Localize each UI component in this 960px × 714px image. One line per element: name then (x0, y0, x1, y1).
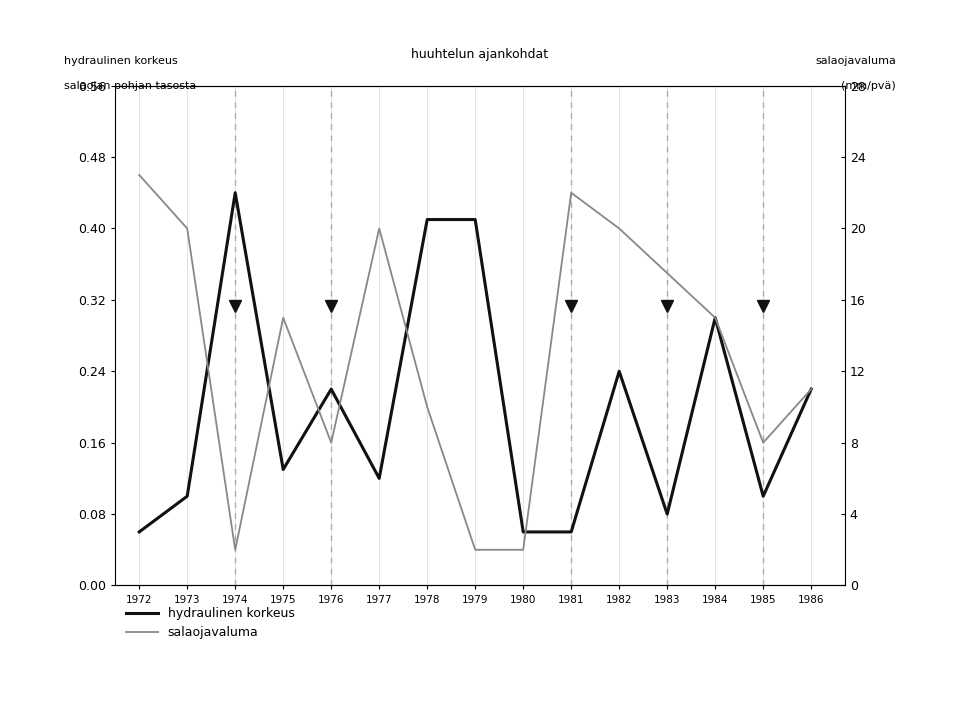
Text: hydraulinen korkeus: hydraulinen korkeus (64, 56, 178, 66)
Text: huuhtelun ajankohdat: huuhtelun ajankohdat (412, 48, 548, 61)
Text: (mm/pvä): (mm/pvä) (841, 81, 896, 91)
Text: salaojavaluma: salaojavaluma (815, 56, 896, 66)
Text: salaojan pohjan tasosta: salaojan pohjan tasosta (64, 81, 197, 91)
Legend: hydraulinen korkeus, salaojavaluma: hydraulinen korkeus, salaojavaluma (122, 602, 300, 644)
